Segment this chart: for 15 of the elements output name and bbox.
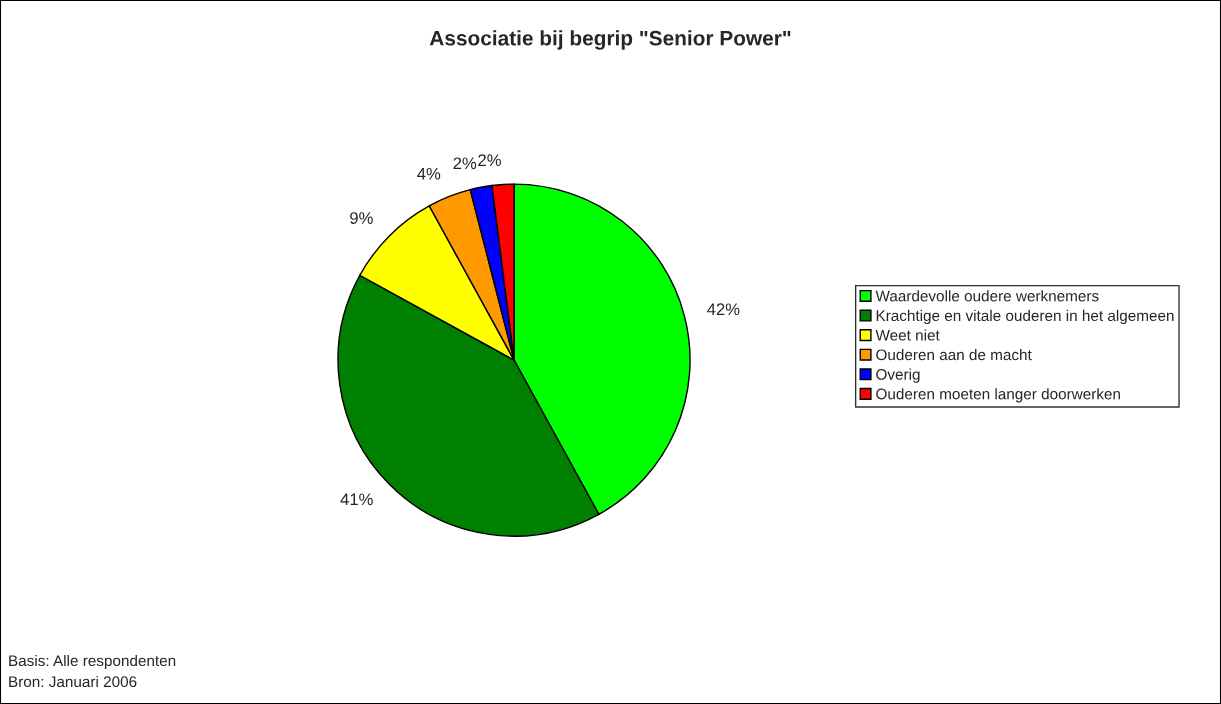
legend-label: Waardevolle oudere werknemers (875, 290, 1099, 302)
text: Bron: Januari 2006 (9, 675, 137, 688)
data-label: 2% (478, 154, 501, 167)
legend-label: Krachtige en vitale ouderen in het algemeen (876, 309, 1174, 325)
legend-label: Overig (876, 368, 920, 383)
legend-label: Ouderen aan de macht (876, 348, 1032, 361)
data-label: 4% (417, 167, 441, 180)
text: Basis: Alle respondenten (9, 654, 176, 670)
legend-label: Ouderen moeten langer doorwerken (876, 388, 1120, 403)
data-label: 2% (453, 157, 477, 170)
legend-label: Weet niet (875, 329, 940, 341)
data-label: 41% (340, 493, 373, 506)
chart-title: Associatie bij begrip "Senior Power" (429, 30, 791, 50)
data-label: 42% (707, 303, 740, 316)
data-label: 9% (350, 212, 373, 224)
